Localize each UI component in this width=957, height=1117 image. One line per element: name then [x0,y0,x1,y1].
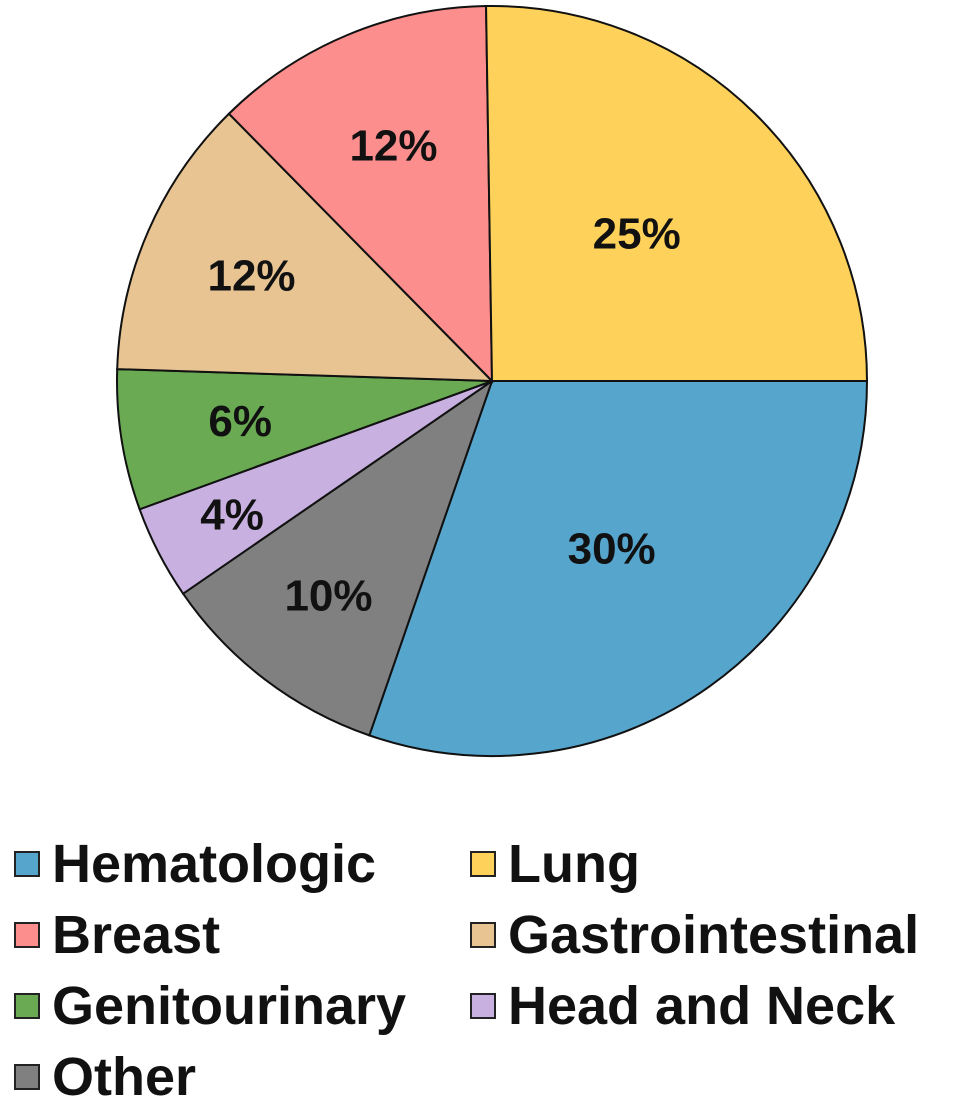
legend-label: Other [52,1047,197,1107]
legend-swatch [14,1064,40,1090]
legend-swatch [470,851,496,877]
slice-label-lung: 25% [593,210,681,259]
legend-label: Hematologic [52,834,377,894]
legend-item-other: Other [14,1043,470,1111]
pie-slice-hematologic [368,380,869,757]
legend-swatch [470,993,496,1019]
pie-slice-genitourinary [116,368,493,511]
legend-swatch [14,922,40,948]
pie-chart: 30% 10% 4% 6% 12% 12% 25% [116,5,869,757]
slice-label-gastrointestinal: 12% [207,251,295,300]
legend-label: Head and Neck [508,976,896,1036]
legend-label: Gastrointestinal [508,905,920,965]
pie-slice-other [181,378,494,737]
pie-slice-gastrointestinal [116,112,495,383]
slice-label-breast: 12% [349,121,437,170]
legend-item-genitourinary: Genitourinary [14,972,470,1040]
pie-slice-lung [485,5,869,382]
slice-label-other: 10% [284,571,372,620]
legend-swatch [14,851,40,877]
slice-label-hematologic: 30% [568,525,656,574]
legend-label: Lung [508,834,640,894]
pie-slices [116,5,869,757]
legend-swatch [470,922,496,948]
legend-item-lung: Lung [470,830,940,898]
chart-legend: Hematologic Lung Breast Gastrointestinal Gen… [14,830,954,1111]
legend-item-head-and-neck: Head and Neck [470,972,940,1040]
pie-labels: 30% 10% 4% 6% 12% 12% 25% [200,121,680,620]
legend-item-gastrointestinal: Gastrointestinal [470,901,940,969]
pie-slice-breast [227,5,494,384]
legend-label: Genitourinary [52,976,407,1036]
legend-item-hematologic: Hematologic [14,830,470,898]
legend-swatch [14,993,40,1019]
legend-label: Breast [52,905,221,965]
legend-item-breast: Breast [14,901,470,969]
slice-label-genitourinary: 6% [208,397,272,446]
slice-label-head-and-neck: 4% [200,491,264,540]
